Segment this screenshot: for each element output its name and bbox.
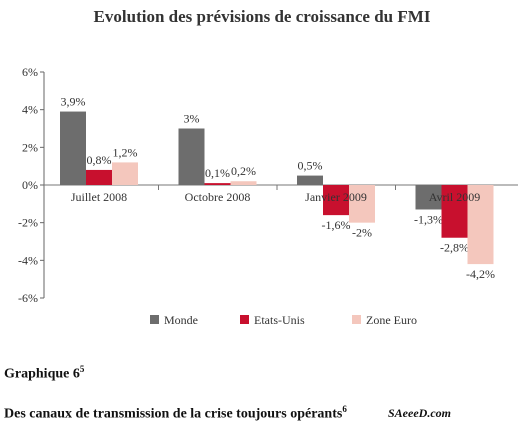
data-label: -4,2% — [466, 267, 495, 281]
source-watermark: SAeeeD.com — [388, 406, 451, 420]
bar — [230, 181, 257, 185]
graph-label: Graphique 6 — [4, 366, 80, 382]
category-label: Janvier 2009 — [305, 190, 367, 204]
y-tick-label: -4% — [18, 253, 38, 267]
y-tick-label: 4% — [22, 103, 38, 117]
data-label: -1,3% — [414, 212, 443, 226]
data-label: 1,2% — [113, 145, 138, 159]
bar — [60, 111, 86, 185]
category-label: Octobre 2008 — [185, 190, 251, 204]
graph-subtitle-footnote: 6 — [342, 404, 347, 414]
legend-label: Etats-Unis — [254, 313, 305, 327]
y-tick-label: -6% — [18, 291, 38, 305]
y-tick-label: 0% — [22, 178, 38, 192]
category-label: Juillet 2008 — [71, 190, 127, 204]
data-label: -2,8% — [440, 241, 469, 255]
chart: Evolution des prévisions de croissance d… — [18, 7, 518, 327]
bar — [204, 183, 231, 185]
chart-title: Evolution des prévisions de croissance d… — [94, 7, 431, 26]
bar — [415, 185, 442, 210]
bar — [86, 169, 112, 185]
y-tick-label: 2% — [22, 140, 38, 154]
bar — [441, 185, 468, 238]
bar — [349, 185, 375, 223]
legend-swatch — [352, 315, 361, 324]
legend-label: Zone Euro — [366, 313, 417, 327]
graph-caption: Graphique 65 — [4, 364, 84, 383]
data-label: 3% — [184, 112, 200, 126]
y-tick-label: -2% — [18, 216, 38, 230]
data-label: -2% — [352, 226, 372, 240]
bar — [178, 128, 205, 185]
legend-swatch — [240, 315, 249, 324]
bar — [467, 185, 494, 265]
data-label: -1,6% — [322, 218, 351, 232]
data-label: 3,9% — [61, 95, 86, 109]
data-label: 0,8% — [87, 153, 112, 167]
category-label: Avril 2009 — [429, 190, 480, 204]
graph-subtitle: Des canaux de transmission de la crise t… — [4, 404, 347, 423]
data-label: 0,5% — [298, 159, 323, 173]
graph-subtitle-text: Des canaux de transmission de la crise t… — [4, 406, 343, 422]
data-label: 0,2% — [231, 164, 256, 178]
bar — [112, 162, 138, 185]
data-label: 0,1% — [205, 166, 230, 180]
y-tick-label: 6% — [22, 65, 38, 79]
graph-label-footnote: 5 — [79, 364, 85, 374]
bar — [297, 175, 323, 185]
legend-label: Monde — [164, 313, 198, 327]
legend-swatch — [150, 315, 159, 324]
bar — [323, 185, 349, 216]
